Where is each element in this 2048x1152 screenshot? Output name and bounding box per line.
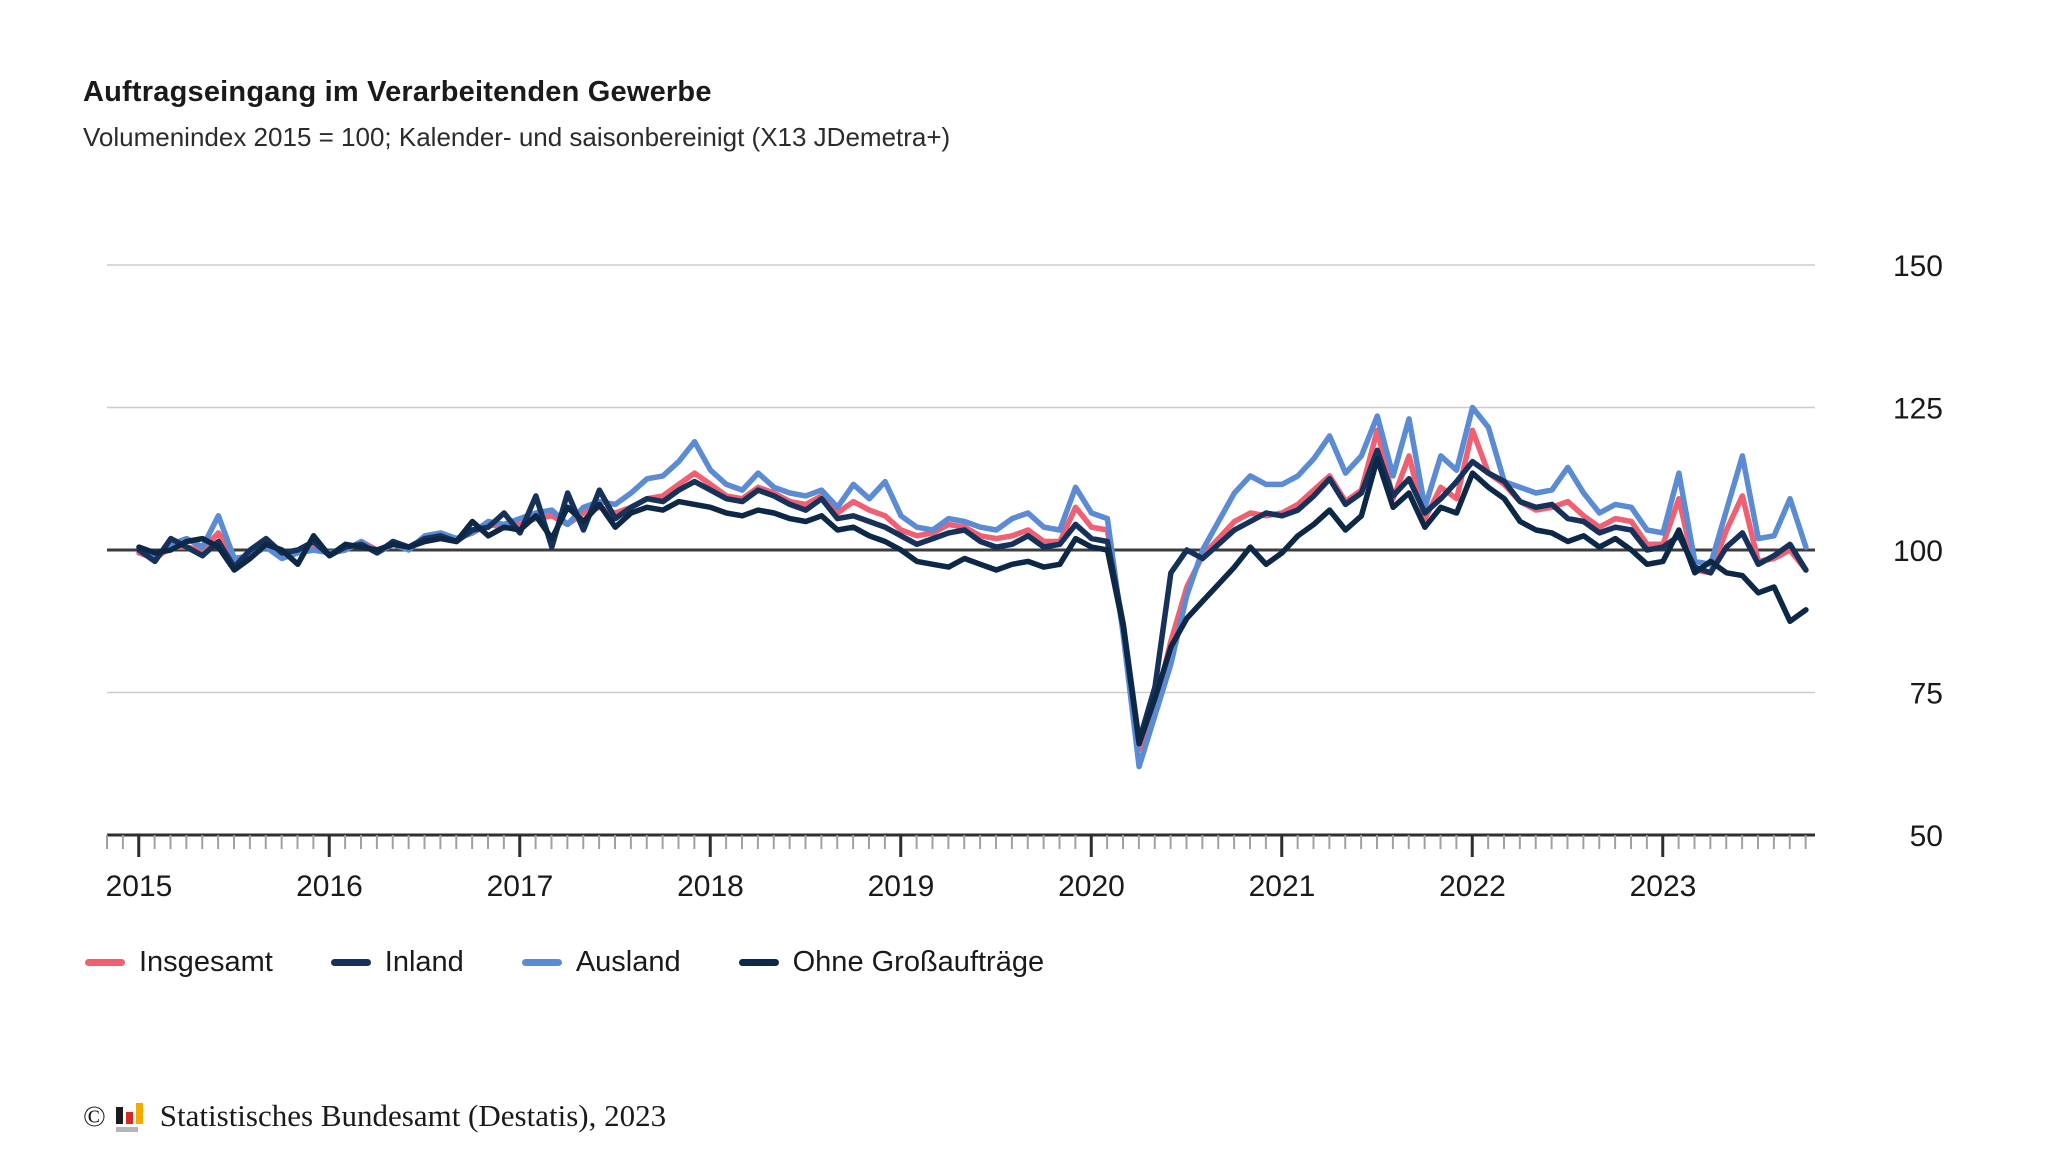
legend-label: Ausland <box>575 946 681 978</box>
legend-swatch-icon <box>85 959 125 966</box>
series-line-ausland <box>136 404 1809 770</box>
legend-label: Insgesamt <box>139 946 273 978</box>
legend-item-ohne-gro-auftr-ge: Ohne Großaufträge <box>738 946 1045 979</box>
x-axis-label-2022: 2022 <box>1439 870 1506 903</box>
legend-label: Ohne Großaufträge <box>792 946 1045 978</box>
copyright-symbol: © <box>83 1100 106 1133</box>
x-axis-label-2023: 2023 <box>1630 870 1697 903</box>
x-axis-label-2017: 2017 <box>487 870 554 903</box>
x-axis-label-2018: 2018 <box>677 870 744 903</box>
legend-swatch-icon <box>738 959 779 966</box>
legend-swatch-icon <box>330 959 371 966</box>
series-line-insgesamt <box>136 427 1809 753</box>
x-axis-label-2015: 2015 <box>106 870 173 903</box>
x-axis-label-2019: 2019 <box>868 870 935 903</box>
source-footer: © Statistisches Bundesamt (Destatis), 20… <box>83 1098 666 1134</box>
legend-item-inland: Inland <box>330 946 464 979</box>
y-axis-label-125: 125 <box>1893 393 1943 426</box>
x-axis-label-2016: 2016 <box>296 870 363 903</box>
y-axis-label-75: 75 <box>1910 678 1943 711</box>
series-line-ohne-gro-auftr-ge <box>136 456 1809 747</box>
legend-swatch-icon <box>521 959 562 966</box>
y-axis-label-100: 100 <box>1893 535 1943 568</box>
destatis-bar-chart-logo-icon <box>115 1098 151 1134</box>
x-axis-label-2021: 2021 <box>1249 870 1316 903</box>
legend-item-ausland: Ausland <box>521 946 681 979</box>
legend-label: Inland <box>384 946 464 978</box>
source-text: Statistisches Bundesamt (Destatis), 2023 <box>159 1098 667 1133</box>
page-subtitle: Volumenindex 2015 = 100; Kalender- und s… <box>83 122 951 152</box>
x-axis-label-2020: 2020 <box>1058 870 1125 903</box>
page-title: Auftragseingang im Verarbeitenden Gewerb… <box>83 76 712 108</box>
y-axis-label-50: 50 <box>1910 820 1943 853</box>
y-axis-label-150: 150 <box>1893 250 1943 283</box>
chart-legend: Insgesamt Inland Ausland Ohne Großaufträge <box>85 946 1044 979</box>
series-line-inland <box>136 447 1809 744</box>
legend-item-insgesamt: Insgesamt <box>85 946 273 979</box>
